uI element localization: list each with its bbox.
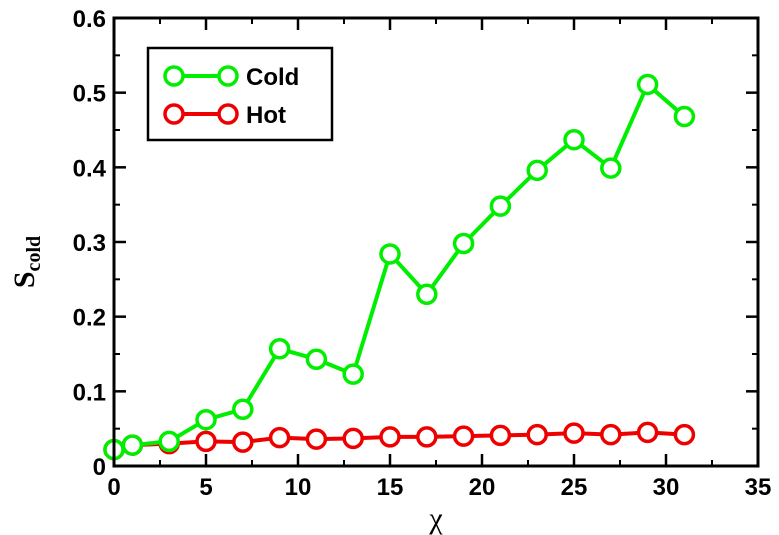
data-point-cold	[452, 232, 475, 255]
data-point-cold	[232, 398, 254, 421]
x-tick-label: 25	[561, 474, 588, 501]
x-axis-ticks: 0 5 10 15 20 25 30 35	[107, 18, 771, 501]
series-hot	[103, 421, 696, 461]
data-point-hot	[305, 428, 328, 450]
data-point-cold	[158, 430, 180, 453]
data-point-hot	[232, 431, 254, 453]
legend: Cold Hot	[146, 46, 334, 142]
y-tick-label: 0.1	[73, 379, 106, 406]
y-axis-label: Scold	[8, 236, 45, 288]
data-point-cold	[379, 243, 401, 265]
y-axis-label-main: S	[8, 271, 41, 288]
data-point-hot	[416, 426, 438, 448]
y-axis-ticks: 0 0.1 0.2 0.3 0.4 0.5 0.6	[73, 6, 758, 481]
y-tick-label: 0.3	[73, 230, 106, 257]
data-point-hot	[673, 423, 696, 446]
data-point-cold	[416, 283, 438, 306]
data-point-hot	[526, 423, 548, 446]
data-point-cold	[489, 195, 512, 217]
data-point-hot	[452, 425, 475, 447]
data-point-cold	[636, 73, 659, 96]
plot-frame	[112, 16, 760, 468]
y-tick-label: 0.4	[73, 155, 107, 182]
y-tick-label: 0.5	[73, 81, 106, 108]
data-point-cold	[600, 157, 622, 179]
data-point-cold	[268, 338, 291, 360]
legend-entry-cold: Cold	[163, 64, 299, 91]
data-point-cold	[342, 363, 364, 385]
x-axis-label: χ	[428, 502, 443, 535]
legend-marker	[163, 65, 185, 87]
x-tick-label: 5	[199, 474, 212, 501]
x-tick-label: 20	[469, 474, 496, 501]
data-point-hot	[563, 422, 585, 444]
data-point-cold	[195, 408, 217, 431]
y-tick-label: 0.6	[73, 6, 106, 33]
data-point-hot	[636, 421, 659, 444]
legend-label: Hot	[246, 102, 286, 129]
legend-entry-hot: Hot	[163, 102, 286, 129]
data-point-cold	[563, 128, 585, 151]
data-point-hot	[342, 427, 364, 450]
data-point-hot	[489, 424, 512, 447]
series-cold	[103, 73, 696, 461]
data-point-cold	[526, 159, 548, 182]
legend-marker	[217, 103, 239, 125]
y-tick-label: 0.2	[73, 305, 106, 332]
data-point-hot	[600, 423, 622, 446]
y-tick-label: 0	[93, 454, 106, 481]
legend-marker	[217, 65, 239, 87]
data-point-cold	[673, 105, 696, 128]
data-point-hot	[379, 426, 401, 448]
series-layer	[103, 73, 696, 461]
legend-label: Cold	[246, 64, 299, 91]
x-tick-label: 35	[745, 474, 772, 501]
legend-marker	[163, 103, 185, 125]
x-tick-label: 0	[107, 474, 120, 501]
data-point-cold	[121, 434, 144, 456]
x-tick-label: 15	[377, 474, 404, 501]
x-tick-label: 30	[653, 474, 680, 501]
legend-box	[146, 46, 334, 142]
data-point-cold	[305, 348, 328, 370]
x-tick-label: 10	[285, 474, 312, 501]
data-point-hot	[195, 430, 217, 453]
y-axis-label-subscript: cold	[23, 236, 45, 272]
data-point-hot	[268, 426, 291, 449]
